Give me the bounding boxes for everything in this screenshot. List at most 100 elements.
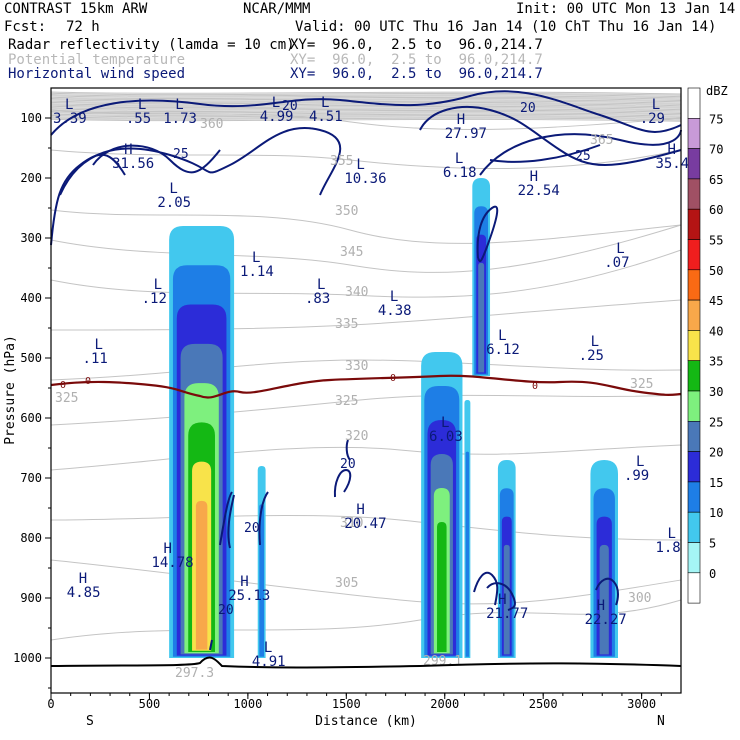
- colorbar-label: 65: [709, 173, 723, 187]
- theta-line: [50, 107, 682, 111]
- colorbar-label: 40: [709, 324, 723, 338]
- colorbar-label: 55: [709, 234, 723, 248]
- extremum-L-marker: L: [272, 95, 280, 111]
- reflectivity-cell-6-level-20: [599, 544, 609, 655]
- model-title: CONTRAST 15km ARW: [4, 1, 148, 17]
- y-tick-label: 900: [20, 591, 42, 605]
- wind-contour-label: 20: [244, 521, 260, 536]
- field-wind-xy: XY= 96.0, 2.5 to 96.0,214.7: [290, 66, 543, 82]
- extremum-L-marker: L: [616, 241, 624, 257]
- theta-line: [50, 96, 682, 100]
- extremum-L-marker: L: [317, 277, 325, 293]
- x-axis-label: Distance (km): [315, 714, 417, 729]
- wind-line: [92, 144, 221, 174]
- theta-line: [50, 118, 682, 122]
- theta-label: 360: [200, 117, 223, 132]
- colorbar-label: 45: [709, 294, 723, 308]
- extremum-L-marker: L: [636, 454, 644, 470]
- theta-label: 325: [335, 394, 358, 409]
- extremum-L-marker: L: [252, 250, 260, 266]
- theta-line: [50, 116, 682, 120]
- extremum-value: 31.56: [112, 156, 154, 172]
- extremum-value: 35.41: [655, 156, 697, 172]
- isotherm-0c: [50, 374, 682, 399]
- init-time: Init: 00 UTC Mon 13 Jan 14: [516, 1, 736, 17]
- colorbar-swatch: [687, 330, 701, 361]
- y-tick-label: 700: [20, 471, 42, 485]
- colorbar-label: 15: [709, 476, 723, 490]
- isotherm-0c-label: 0: [532, 381, 538, 392]
- wind-line: [209, 639, 213, 651]
- colorbar-swatch: [687, 269, 701, 301]
- extremum-H-marker: H: [79, 571, 87, 587]
- extremum-value: 1.14: [240, 264, 274, 280]
- reflectivity-cells: [169, 178, 618, 658]
- extremum-value: 4.85: [67, 585, 101, 601]
- fcst-value: 72 h: [66, 19, 100, 35]
- extremum-value: 20.47: [344, 516, 386, 532]
- colorbar-swatch: [687, 572, 701, 604]
- extremum-value: .11: [83, 351, 108, 367]
- y-tick-label: 600: [20, 411, 42, 425]
- isotherm-0c-label: 0: [60, 380, 66, 391]
- wind-contour-label: 25: [173, 147, 189, 162]
- theta-label: 335: [335, 317, 358, 332]
- theta-line: [50, 224, 682, 273]
- theta-line: [50, 91, 682, 95]
- theta-line: [50, 105, 682, 109]
- extremum-H-marker: H: [498, 592, 506, 608]
- theta-label: 300: [628, 591, 651, 606]
- colorbar-swatch: [687, 451, 701, 483]
- theta-label: 325: [55, 391, 78, 406]
- theta-line: [50, 559, 682, 605]
- colorbar-swatch: [687, 239, 701, 271]
- theta-label: 345: [340, 245, 363, 260]
- extremum-L-marker: L: [264, 640, 272, 656]
- extremum-H-marker: H: [240, 574, 248, 590]
- field-theta-xy: XY= 96.0, 2.5 to 96.0,214.7: [290, 52, 543, 68]
- theta-line: [50, 112, 682, 116]
- wind-line: [345, 439, 351, 461]
- extremum-value: 4.91: [252, 654, 286, 670]
- extremum-H-marker: H: [356, 502, 364, 518]
- theta-label: 310: [340, 516, 363, 531]
- wind-line: [50, 90, 682, 136]
- colorbar-swatch: [687, 208, 701, 240]
- extremum-L-marker: L: [498, 328, 506, 344]
- extremum-L-marker: L: [455, 151, 463, 167]
- colorbar-swatch: [687, 118, 701, 149]
- wind-line: [476, 205, 499, 263]
- colorbar-swatch: [687, 390, 701, 422]
- wind-contour-label: 20: [218, 603, 234, 618]
- extremum-L-marker: L: [390, 289, 398, 305]
- theta-label: 325: [630, 377, 653, 392]
- extremum-value: 4.38: [378, 303, 412, 319]
- theta-line: [50, 114, 682, 118]
- y-tick-label: 500: [20, 351, 42, 365]
- wind-line: [59, 127, 342, 196]
- reflectivity-cell-3-level-10: [465, 451, 470, 657]
- terrain-line: [50, 656, 682, 669]
- theta-line: [50, 108, 682, 112]
- colorbar-label: 25: [709, 415, 723, 429]
- reflectivity-cell-4-level-20: [478, 262, 485, 373]
- extremum-value: 3.39: [53, 111, 87, 127]
- theta-line: [50, 394, 682, 426]
- colorbar-label: 0: [709, 567, 716, 581]
- wind-contour-label: 20: [282, 99, 298, 114]
- x-end-label-south: S: [86, 714, 94, 729]
- extremum-H-marker: H: [597, 598, 605, 614]
- wind-line: [479, 129, 682, 176]
- center-label: NCAR/MMM: [243, 1, 311, 17]
- field-reflectivity-name: Radar reflectivity (lamda = 10 cm): [8, 37, 295, 53]
- theta-label: 330: [345, 359, 368, 374]
- x-tick-label: 2500: [529, 697, 558, 711]
- reflectivity-cell-5-level-20: [503, 544, 510, 655]
- y-axis-label: Pressure (hPa): [3, 335, 18, 445]
- y-tick-label: 100: [20, 111, 42, 125]
- extremum-value: 6.12: [486, 342, 520, 358]
- colorbar-swatch: [687, 178, 701, 210]
- wind-line: [486, 582, 516, 611]
- colorbar-swatch: [687, 481, 701, 513]
